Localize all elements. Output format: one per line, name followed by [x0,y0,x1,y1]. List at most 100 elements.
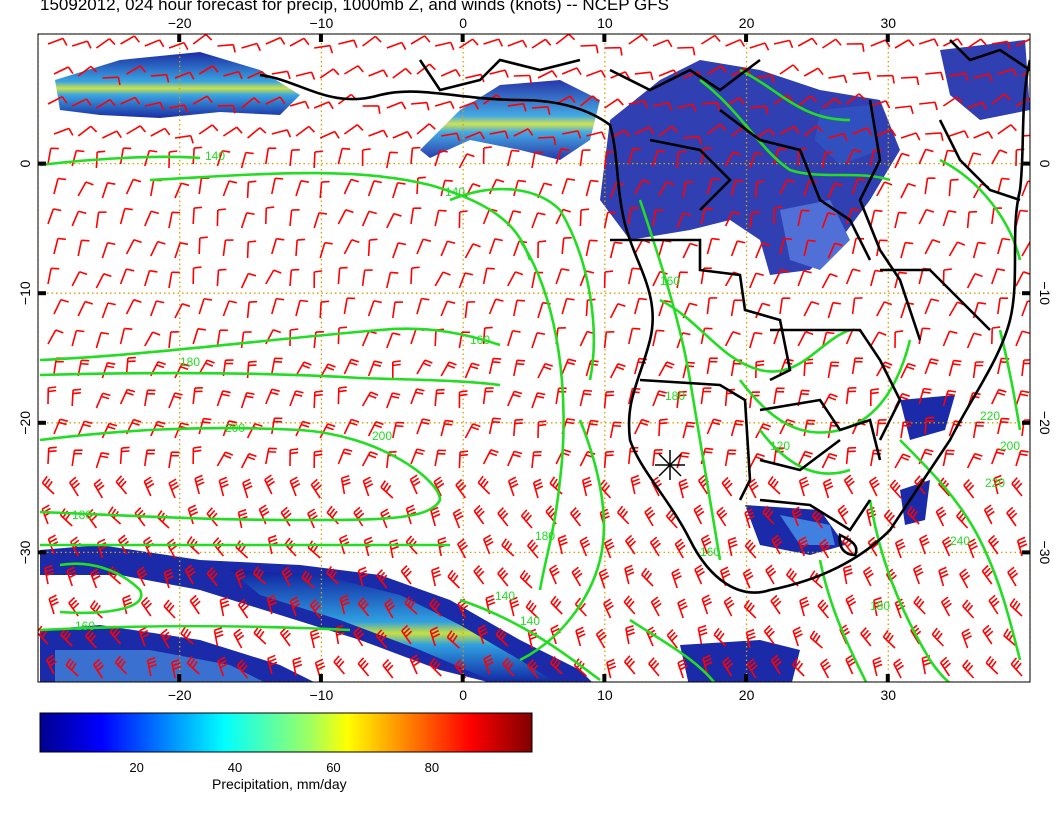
wind-barb [47,96,68,105]
wind-barb [156,510,170,529]
wind-barb [803,419,816,437]
contour-label: 140 [520,614,540,628]
wind-barb [724,331,741,347]
wind-barb [95,331,110,349]
wind-barb [603,331,615,349]
wind-barb [997,68,1018,77]
wind-barb [893,658,904,679]
wind-barb [561,358,577,375]
wind-barb [603,450,614,469]
wind-barb [682,242,698,259]
wind-barb [634,418,650,435]
wind-barb [125,178,142,195]
wind-barb [95,98,116,109]
wind-barb [676,390,687,409]
wind-barb [749,42,770,51]
wind-barb [771,534,783,555]
wind-barb [473,564,485,585]
wind-barb [392,242,407,259]
wind-barb [265,388,280,405]
wind-barb [770,654,782,675]
wind-barb [310,478,322,499]
wind-barb [972,361,984,379]
wind-barb [697,624,708,645]
wind-barb [900,182,916,199]
wind-barb [991,93,1011,105]
wind-barb [313,270,323,289]
wind-barb [174,242,189,259]
wind-barb [803,67,824,77]
wind-barb [625,534,637,555]
wind-barb [860,627,872,647]
wind-barb [966,210,978,229]
wind-barb [339,594,350,615]
wind-barb [531,38,552,49]
wind-barb [192,34,213,45]
wind-barb [985,655,999,675]
wind-barb [967,38,987,49]
wind-barb [767,476,781,495]
wind-barb [440,419,454,437]
wind-barb [409,654,421,675]
wind-barb [446,630,460,649]
contour-label: 160 [470,333,490,347]
wind-barb [265,206,275,225]
wind-barb [150,127,171,137]
wind-barb [809,630,823,649]
wind-barb [122,594,133,615]
wind-barb [870,269,884,287]
wind-barb [609,421,622,439]
wind-barb [581,476,593,497]
wind-barb [144,210,160,227]
wind-barb [489,130,509,139]
wind-barb [983,504,995,525]
wind-barb [744,508,755,529]
wind-barb [246,422,263,439]
wind-barb [658,361,675,377]
wind-barb [773,387,785,405]
wind-barb [434,149,448,167]
wind-barb [71,270,88,287]
wind-barb [309,599,321,619]
wind-barb [821,151,834,169]
wind-barb [144,269,158,287]
wind-barb [71,149,85,167]
wind-barb [730,240,746,257]
wind-barb [555,148,570,165]
wind-barb [941,536,953,557]
wind-barb [628,267,641,285]
wind-barb [1015,209,1028,227]
wind-barb [416,176,426,195]
wind-barb [991,268,1006,285]
wind-barb [101,302,116,319]
contour-label: 120 [770,439,790,453]
wind-barb [125,356,136,375]
wind-barb [265,269,282,285]
wind-barb [913,595,926,615]
wind-barb [797,270,812,287]
contour-label: 180 [870,599,890,613]
wind-barb [212,537,225,557]
wind-barb [404,596,418,615]
wind-barb [174,362,190,379]
wind-barb [361,451,378,467]
wind-barb [458,210,468,229]
wind-barb [198,236,208,255]
wind-barb [441,132,461,142]
contour-label: 140 [205,149,225,163]
wind-barb [876,419,887,437]
wind-barb [972,241,986,259]
wind-barb [843,474,855,495]
wind-barb [77,300,93,317]
wind-barb [313,150,323,169]
wind-barb [416,297,430,315]
wind-barb [532,478,544,499]
wind-barb [150,240,166,257]
wind-barb [962,659,975,679]
wind-barb [634,126,655,135]
wind-barb [870,209,883,227]
wind-barb [666,629,678,649]
wind-barb [749,105,769,115]
wind-barb [150,73,170,83]
wind-barb [206,567,219,587]
